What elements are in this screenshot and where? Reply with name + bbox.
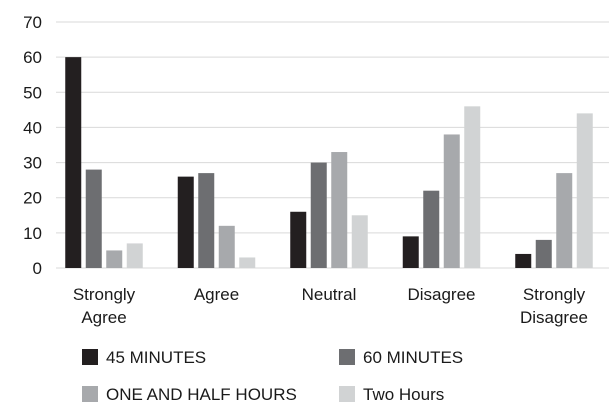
bar [218,225,235,268]
bar [556,173,573,268]
x-category-label: Disagree [407,285,475,304]
bar [65,57,82,268]
x-category-label: Strongly Disagree [520,285,588,327]
legend-item: ONE AND HALF HOURS [82,385,297,404]
x-category-label-line: Disagree [520,308,588,327]
bar [351,215,368,268]
bar [106,250,123,268]
x-category-label-line: Disagree [407,285,475,304]
y-tick-label: 50 [23,83,42,102]
legend-swatch [82,349,98,365]
bar [576,113,593,269]
bar [290,211,307,268]
x-category-label-line: Strongly [73,285,136,304]
legend-label: Two Hours [363,385,444,404]
x-category-label-line: Agree [81,308,126,327]
bar [535,239,552,268]
legend-label: 45 MINUTES [106,348,206,367]
bar [310,162,327,268]
bar [126,243,143,268]
bar [177,176,194,268]
bar [239,257,256,268]
bar [198,173,215,268]
x-category-label-line: Neutral [302,285,357,304]
bar [423,190,440,268]
y-tick-label: 40 [23,118,42,137]
legend-label: 60 MINUTES [363,348,463,367]
legend-item: 60 MINUTES [339,348,463,367]
bar [331,152,348,268]
x-category-label-line: Strongly [523,285,586,304]
bar [85,169,102,268]
legend-swatch [339,349,355,365]
legend: 45 MINUTES 60 MINUTES ONE AND HALF HOURS Tw… [82,348,463,404]
y-axis-ticks: 0 10 20 30 40 50 60 70 [23,13,42,278]
y-tick-label: 10 [23,224,42,243]
legend-item: 45 MINUTES [82,348,206,367]
legend-label: ONE AND HALF HOURS [106,385,297,404]
x-category-label: Agree [194,285,239,304]
x-category-label: Neutral [302,285,357,304]
bar [402,236,419,268]
x-category-label: Strongly Agree [73,285,136,327]
y-tick-label: 60 [23,48,42,67]
bars [65,57,593,269]
legend-swatch [82,386,98,402]
y-tick-label: 30 [23,154,42,173]
bar [515,253,532,268]
bar [464,106,481,268]
legend-item: Two Hours [339,385,444,404]
x-category-label-line: Agree [194,285,239,304]
bar [443,134,460,268]
legend-swatch [339,386,355,402]
y-tick-label: 70 [23,13,42,32]
y-tick-label: 20 [23,189,42,208]
y-tick-label: 0 [33,259,42,278]
